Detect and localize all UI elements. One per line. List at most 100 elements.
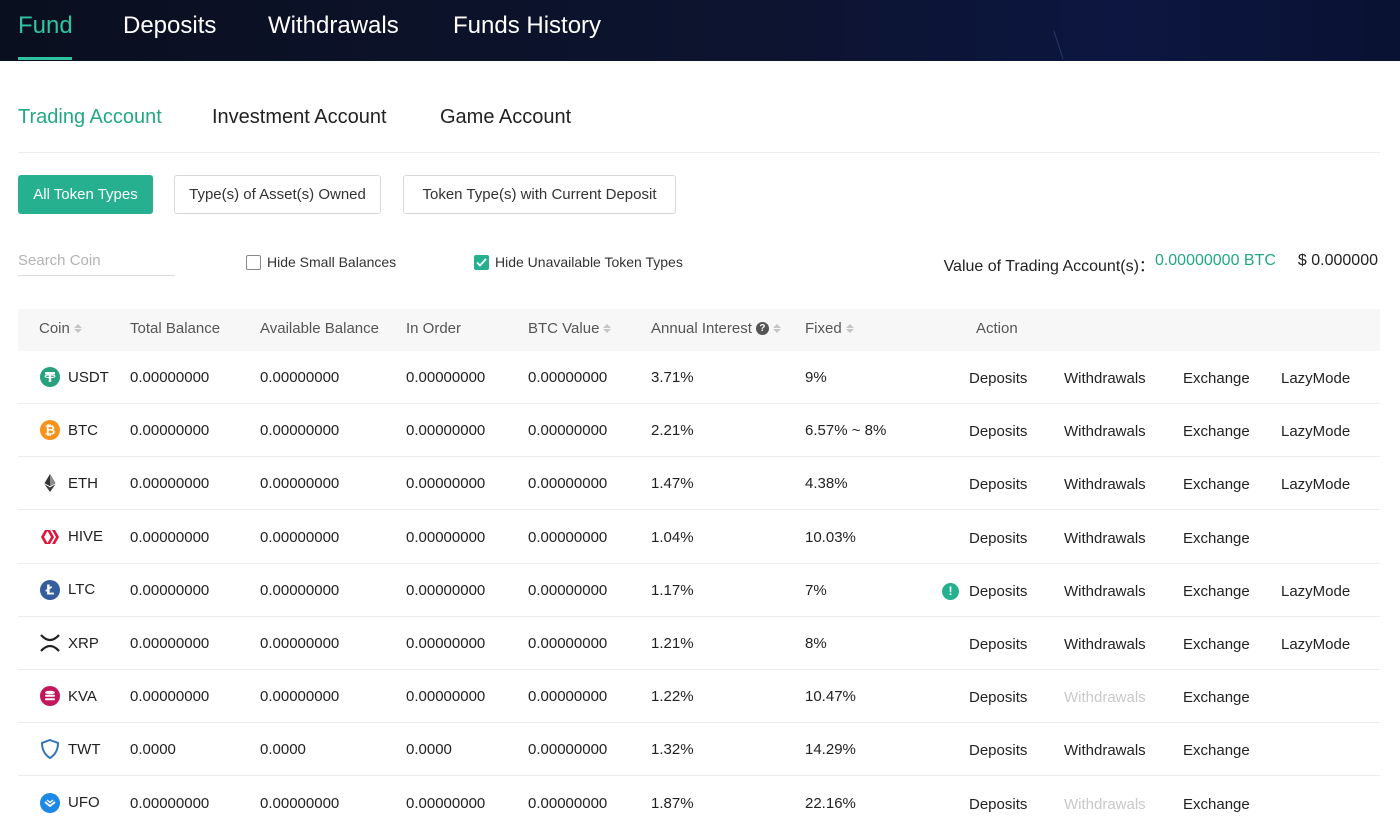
available-balance: 0.00000000 (260, 422, 340, 440)
hive-icon (39, 526, 61, 548)
usdt-icon (39, 366, 61, 388)
total-balance: 0.00000000 (130, 794, 210, 812)
help-icon[interactable]: ? (755, 322, 769, 335)
lazymode-link[interactable]: LazyMode (1281, 423, 1351, 441)
btc-value: 0.00000000 (528, 369, 608, 386)
filter-assets-owned-button[interactable]: Type(s) of Asset(s) Owned (174, 175, 381, 214)
total-balance: 0.00000000 (130, 688, 210, 706)
table-row: TWT 0.0000 0.0000 0.0000 0.00000000 1.32% 14.2… (18, 723, 1380, 777)
available-balance: 0.0000 (260, 741, 306, 759)
coin-cell: USDT (39, 366, 109, 388)
deposits-link[interactable]: Deposits (969, 795, 1028, 813)
table-row: Ł LTC 0.00000000 0.00000000 0.00000000 0.0000… (18, 564, 1380, 617)
header-coin[interactable]: Coin (39, 320, 82, 337)
checkbox-box[interactable] (246, 254, 261, 270)
account-value-btc: 0.00000000 BTC (1154, 252, 1276, 269)
deposits-link[interactable]: Deposits (969, 689, 1028, 707)
exchange-link[interactable]: Exchange (1183, 370, 1250, 387)
sort-icon[interactable] (73, 324, 82, 333)
exchange-link[interactable]: Exchange (1183, 476, 1250, 494)
lazymode-link[interactable]: LazyMode (1281, 636, 1351, 653)
deposits-link[interactable]: Deposits (969, 636, 1028, 653)
exchange-link[interactable]: Exchange (1183, 529, 1250, 547)
header-available-balance: Available Balance (260, 320, 379, 337)
deposits-link[interactable]: Deposits (969, 742, 1028, 760)
kva-icon (39, 685, 61, 707)
tab-game-account[interactable]: Game Account (440, 106, 572, 128)
lazymode-link[interactable]: LazyMode (1281, 370, 1351, 387)
xrp-icon (39, 632, 61, 654)
sort-icon[interactable] (603, 324, 612, 333)
available-balance: 0.00000000 (260, 475, 340, 493)
exchange-link[interactable]: Exchange (1183, 423, 1250, 441)
tab-investment-account[interactable]: Investment Account (212, 106, 387, 128)
tab-divider (18, 152, 1380, 153)
fixed-rate: 9% (805, 369, 827, 386)
fixed-rate: 8% (805, 635, 827, 652)
header-fixed[interactable]: Fixed (805, 320, 854, 337)
coin-symbol: TWT (68, 740, 101, 758)
coin-cell: UFO (39, 792, 100, 814)
nav-item-withdrawals[interactable]: Withdrawals (268, 12, 399, 39)
withdrawals-link: Withdrawals (1064, 689, 1146, 707)
deposits-link[interactable]: Deposits (969, 423, 1028, 441)
total-balance: 0.00000000 (130, 581, 210, 599)
exchange-link[interactable]: Exchange (1183, 795, 1250, 813)
filter-all-token-types-button[interactable]: All Token Types (18, 175, 153, 214)
nav-item-fund[interactable]: Fund (18, 12, 73, 39)
coin-cell: ₿ BTC (39, 419, 98, 441)
withdrawals-link[interactable]: Withdrawals (1064, 529, 1146, 547)
header-annual-interest[interactable]: Annual Interest ? (651, 320, 781, 337)
deposits-link[interactable]: Deposits (969, 370, 1028, 387)
header-coin-label: Coin (39, 320, 70, 337)
checkbox-checked-box[interactable] (474, 254, 489, 270)
nav-active-underline (18, 57, 72, 60)
annual-interest: 1.17% (651, 581, 694, 599)
ufo-icon (39, 792, 61, 814)
hide-small-balances-checkbox[interactable]: Hide Small Balances (246, 254, 396, 270)
withdrawals-link[interactable]: Withdrawals (1064, 582, 1146, 600)
withdrawals-link[interactable]: Withdrawals (1064, 423, 1146, 441)
deposits-link[interactable]: Deposits (969, 476, 1028, 494)
annual-interest: 2.21% (651, 422, 694, 440)
top-nav: Fund Deposits Withdrawals Funds History (0, 0, 1400, 61)
exchange-link[interactable]: Exchange (1183, 582, 1250, 600)
btc-value: 0.00000000 (528, 794, 608, 812)
coin-symbol: XRP (68, 634, 99, 652)
withdrawals-link[interactable]: Withdrawals (1064, 636, 1146, 653)
lazymode-link[interactable]: LazyMode (1281, 476, 1351, 494)
table-row: USDT 0.00000000 0.00000000 0.00000000 0.0000… (18, 351, 1380, 404)
tab-trading-account[interactable]: Trading Account (18, 106, 162, 128)
fixed-rate: 7% (805, 581, 827, 599)
account-value-usd: $ 0.000000 (1297, 252, 1378, 269)
withdrawals-link[interactable]: Withdrawals (1064, 742, 1146, 760)
exchange-link[interactable]: Exchange (1183, 636, 1250, 653)
withdrawals-link[interactable]: Withdrawals (1064, 370, 1146, 387)
table-header: Coin Total Balance Available Balance In … (18, 309, 1380, 351)
search-coin-input[interactable] (18, 246, 175, 276)
fixed-rate: 6.57% ~ 8% (805, 422, 887, 440)
header-btc-value[interactable]: BTC Value (528, 320, 612, 337)
btc-value: 0.00000000 (528, 528, 608, 546)
sort-icon[interactable] (772, 324, 781, 333)
warning-icon[interactable]: ! (942, 582, 959, 600)
deposits-link[interactable]: Deposits (969, 582, 1028, 600)
account-value: Value of Trading Account(s)： 0.00000000 … (944, 252, 1378, 276)
filter-current-deposit-button[interactable]: Token Type(s) with Current Deposit (403, 175, 676, 214)
hide-unavailable-checkbox[interactable]: Hide Unavailable Token Types (474, 254, 683, 270)
twt-icon (39, 738, 61, 760)
btc-value: 0.00000000 (528, 475, 608, 493)
exchange-link[interactable]: Exchange (1183, 742, 1250, 760)
withdrawals-link[interactable]: Withdrawals (1064, 476, 1146, 494)
header-action: Action (976, 320, 1018, 337)
exchange-link[interactable]: Exchange (1183, 689, 1250, 707)
header-in-order: In Order (406, 320, 462, 337)
header-annual-interest-label: Annual Interest (651, 320, 752, 337)
deposits-link[interactable]: Deposits (969, 529, 1028, 547)
svg-text:₿: ₿ (45, 424, 56, 439)
nav-item-deposits[interactable]: Deposits (123, 12, 217, 39)
nav-item-funds-history[interactable]: Funds History (453, 12, 602, 39)
lazymode-link[interactable]: LazyMode (1281, 582, 1351, 600)
annual-interest: 3.71% (651, 369, 694, 386)
sort-icon[interactable] (845, 324, 854, 333)
